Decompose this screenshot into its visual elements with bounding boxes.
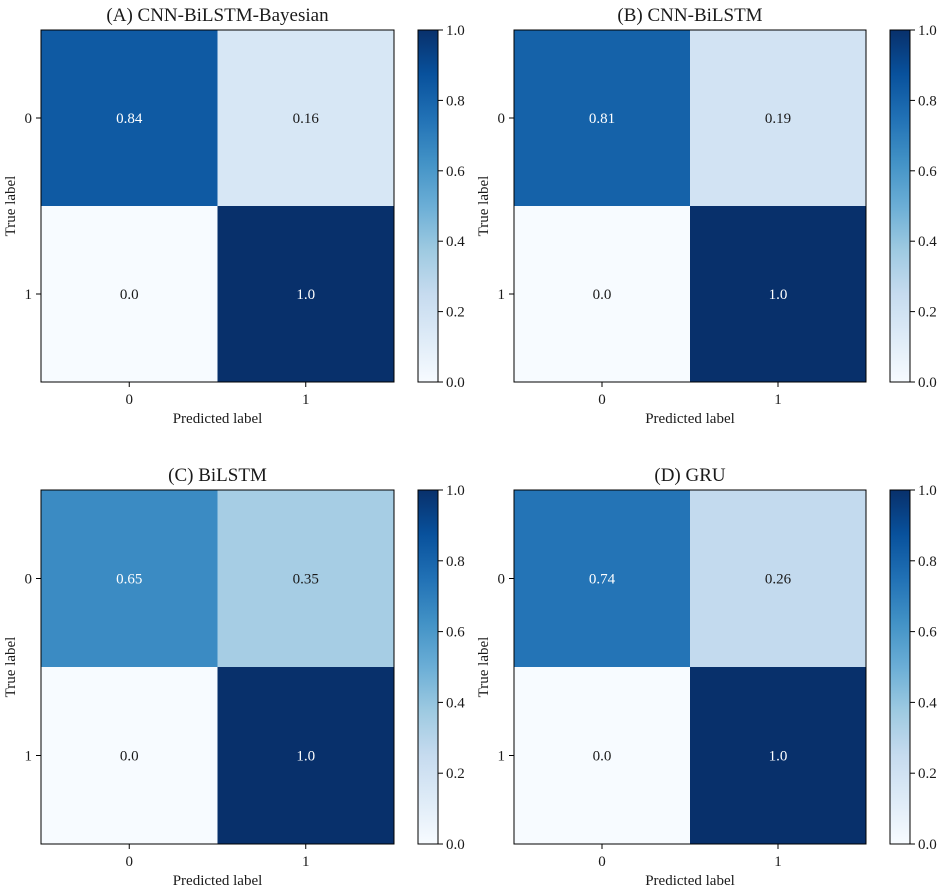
y-tick-label: 1 [25,749,33,765]
cell-value-label: 0.74 [589,572,616,588]
cell-value-label: 0.16 [293,111,320,127]
x-tick-label: 1 [302,392,310,408]
x-axis-label: Predicted label [173,873,263,888]
colorbar-tick-label: 1.0 [446,23,465,39]
matrix-cell [690,667,866,844]
cell-value-label: 0.84 [116,111,143,127]
matrix-cell [41,490,218,667]
y-axis-label: True label [476,176,492,237]
panel-title: (B) CNN-BiLSTM [617,5,762,26]
colorbar-tick-label: 0.6 [918,625,937,641]
colorbar-tick-label: 0.2 [918,766,937,782]
matrix-cell [690,30,866,206]
colorbar-tick-label: 1.0 [918,483,937,499]
y-tick-label: 0 [498,111,506,127]
panel-a: 0.84 0.16 0.0 1.0 (A) CNN-BiLSTM-Bayesian 0 1 0… [3,5,465,427]
panel-c: 0.65 0.35 0.0 1.0 (C) BiLSTM 0 1 0 1 Predicted la… [3,465,465,888]
matrix-cell [514,667,690,844]
y-tick-label: 0 [498,572,506,588]
cell-value-label: 0.0 [593,287,612,303]
cell-value-label: 0.19 [765,111,791,127]
y-tick-label: 1 [498,749,506,765]
matrix-frame [40,29,395,383]
cell-value-label: 0.35 [293,572,319,588]
colorbar-tick-label: 0.6 [918,164,937,180]
colorbar-tick-label: 0.0 [918,837,937,853]
cell-value-label: 1.0 [296,287,315,303]
cell-value-label: 0.0 [593,749,612,765]
matrix-cell [217,30,394,206]
cell-value-label: 0.0 [120,749,139,765]
matrix-cell [41,667,218,844]
matrix-cell [514,490,690,667]
y-tick-label: 0 [25,572,33,588]
x-axis-label: Predicted label [173,411,263,427]
y-tick-label: 0 [25,111,33,127]
matrix-frame [40,489,395,845]
y-axis-label: True label [476,637,492,698]
colorbar-tick-label: 0.4 [446,695,465,711]
matrix-cell [217,667,394,844]
colorbar-tick-label: 0.8 [918,554,937,570]
colorbar-tick-label: 0.4 [446,234,465,250]
cell-value-label: 1.0 [769,287,788,303]
colorbar [417,29,439,383]
colorbar-tick-label: 0.2 [446,766,465,782]
matrix-cell [41,206,218,382]
matrix-cell [690,206,866,382]
matrix-cell [217,490,394,667]
colorbar-tick-label: 0.2 [446,305,465,321]
colorbar-tick-label: 0.0 [446,375,465,391]
x-tick-label: 0 [598,854,606,870]
x-tick-label: 1 [774,854,782,870]
x-tick-label: 0 [126,392,134,408]
colorbar-tick-label: 1.0 [918,23,937,39]
x-tick-label: 0 [126,854,134,870]
colorbar [417,489,439,845]
colorbar-tick-label: 0.8 [446,93,465,109]
y-axis-label: True label [3,637,19,698]
cell-value-label: 0.81 [589,111,615,127]
panel-title: (A) CNN-BiLSTM-Bayesian [106,5,329,26]
colorbar-tick-label: 0.6 [446,625,465,641]
colorbar-tick-label: 0.6 [446,164,465,180]
x-tick-label: 1 [302,854,310,870]
matrix-cell [514,206,690,382]
colorbar-tick-label: 0.0 [446,837,465,853]
matrix-cell [41,30,218,206]
cell-value-label: 1.0 [296,749,315,765]
cell-value-label: 0.65 [116,572,142,588]
colorbar [889,29,911,383]
x-tick-label: 0 [598,392,606,408]
colorbar-tick-label: 0.4 [918,234,937,250]
colorbar-tick-label: 0.4 [918,695,937,711]
cell-value-label: 0.0 [120,287,139,303]
x-tick-label: 1 [774,392,782,408]
matrix-cell [514,30,690,206]
matrix-frame [513,489,867,845]
matrix-cell [217,206,394,382]
y-tick-label: 1 [25,287,33,303]
cell-value-label: 0.26 [765,572,792,588]
panel-title: (D) GRU [654,465,726,486]
colorbar-tick-label: 0.8 [918,93,937,109]
x-axis-label: Predicted label [645,411,735,427]
x-axis-label: Predicted label [645,873,735,888]
colorbar-tick-label: 1.0 [446,483,465,499]
panel-d: 0.74 0.26 0.0 1.0 (D) GRU 0 1 0 1 Predicted label… [476,465,937,888]
panel-b: 0.81 0.19 0.0 1.0 (B) CNN-BiLSTM 0 1 0 1 Predicte… [476,5,937,427]
colorbar-tick-label: 0.2 [918,305,937,321]
y-axis-label: True label [3,176,19,237]
y-tick-label: 1 [498,287,506,303]
matrix-frame [513,29,867,383]
panel-title: (C) BiLSTM [168,465,267,486]
colorbar-tick-label: 0.8 [446,554,465,570]
colorbar-tick-label: 0.0 [918,375,937,391]
colorbar [889,489,911,845]
cell-value-label: 1.0 [769,749,788,765]
matrix-cell [690,490,866,667]
